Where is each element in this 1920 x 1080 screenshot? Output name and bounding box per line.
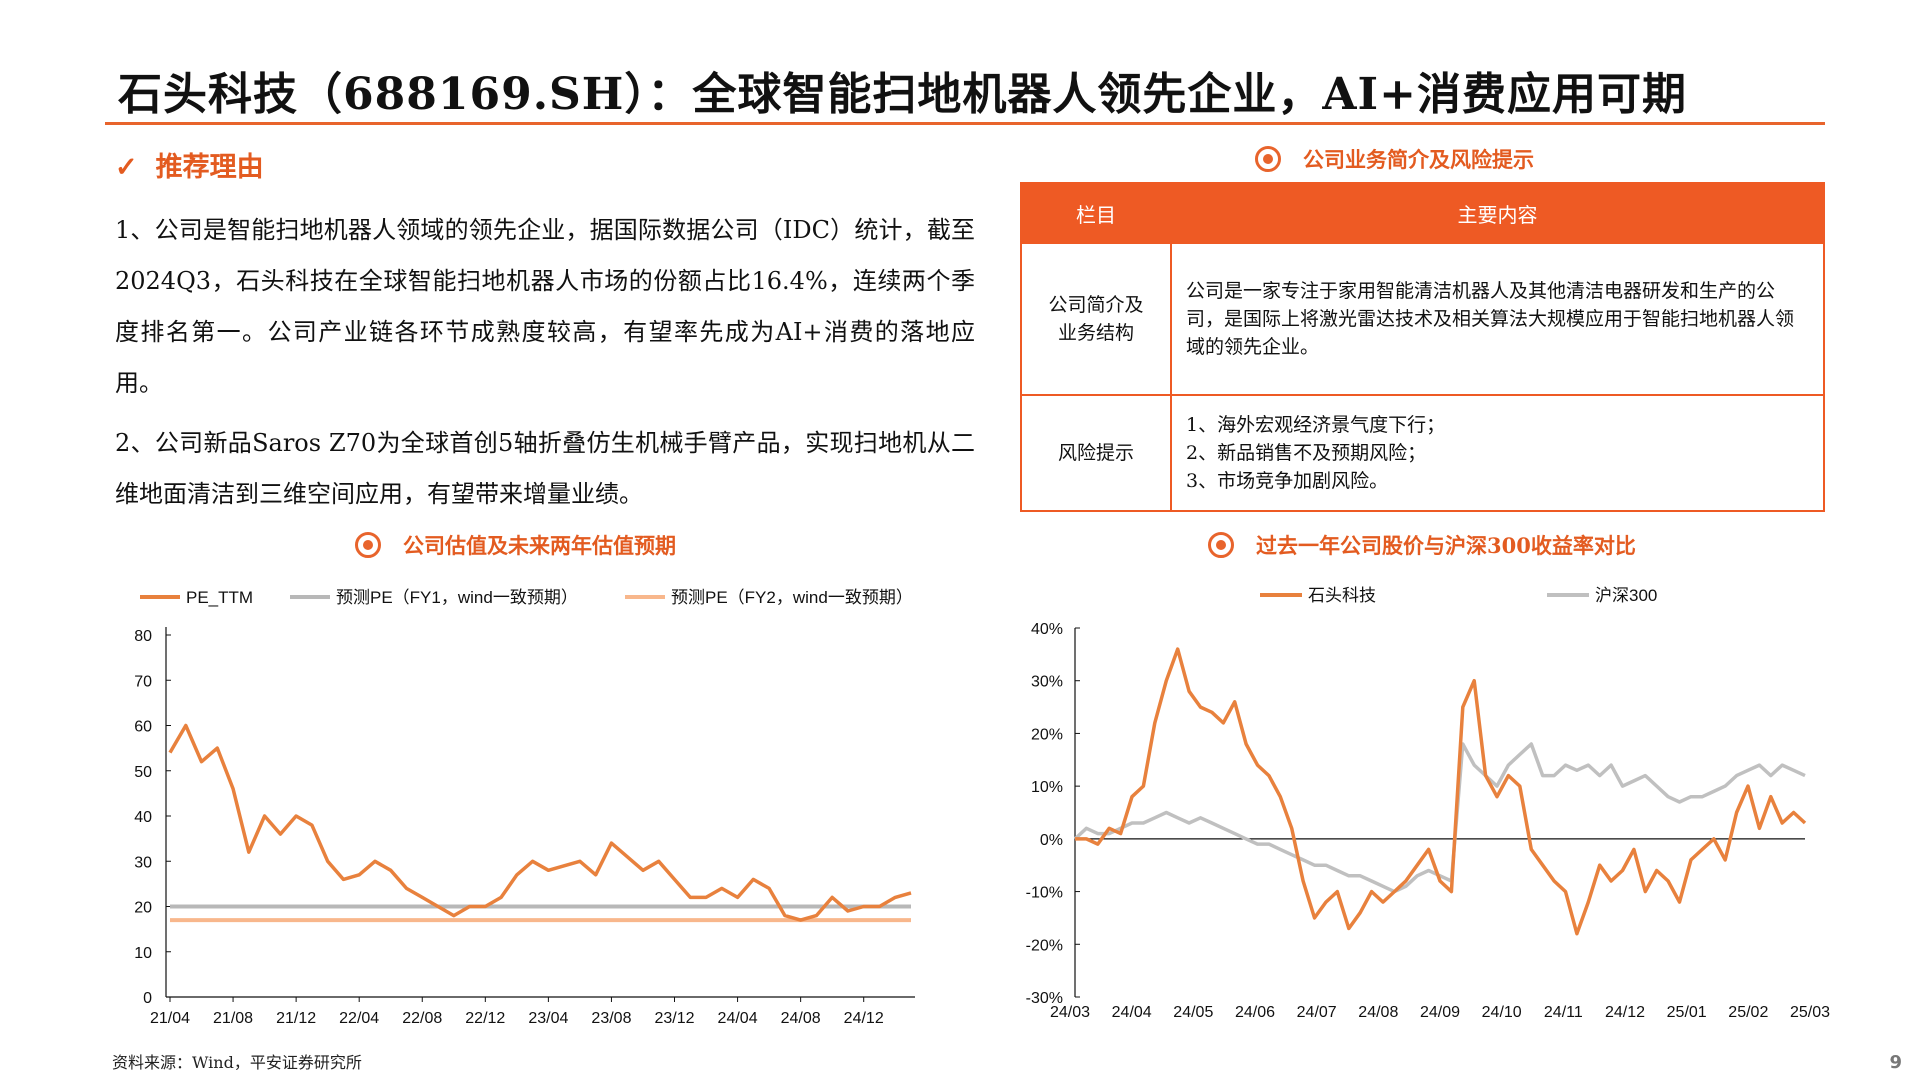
legend-label: 沪深300 bbox=[1595, 586, 1657, 605]
business-section-label: 公司业务简介及风险提示 bbox=[1303, 147, 1534, 172]
x-tick-label: 24/07 bbox=[1297, 1004, 1337, 1021]
risk-item-2: 2、新品销售不及预期风险； bbox=[1186, 442, 1427, 464]
legend-label: 石头科技 bbox=[1308, 586, 1376, 605]
x-tick-label: 24/12 bbox=[844, 1010, 884, 1027]
x-tick-label: 25/02 bbox=[1728, 1004, 1768, 1021]
reasons-heading: ✓ 推荐理由 bbox=[115, 145, 264, 184]
y-tick-label: 80 bbox=[134, 628, 152, 645]
price-chart: 石头科技 沪深300 40% 30% 20% 10% 0% -10% -20% -30% 24/03… bbox=[1010, 575, 1840, 1049]
y-tick-label: 0 bbox=[143, 990, 152, 1007]
target-bullet-icon bbox=[1255, 146, 1281, 172]
price-chart-svg: 石头科技 沪深300 40% 30% 20% 10% 0% -10% -20% -30%24/03… bbox=[1026, 586, 1830, 1021]
legend-label: 预测PE（FY1，wind一致预期） bbox=[336, 588, 578, 607]
row1-label: 公司简介及业务结构 bbox=[1020, 242, 1172, 396]
x-tick-label: 25/03 bbox=[1790, 1004, 1830, 1021]
x-tick-label: 22/04 bbox=[339, 1010, 379, 1027]
y-tick-label: 50 bbox=[134, 764, 152, 781]
x-tick-label: 23/04 bbox=[528, 1010, 568, 1027]
page-number: 9 bbox=[1889, 1052, 1902, 1073]
page-title: 石头科技（688169.SH）：全球智能扫地机器人领先企业，AI+消费应用可期 bbox=[118, 69, 1687, 120]
x-tick-label: 21/12 bbox=[276, 1010, 316, 1027]
y-tick-label: 20% bbox=[1031, 726, 1063, 743]
valuation-chart: PE_TTM 预测PE（FY1，wind一致预期） 预测PE（FY2，wind一致预… bbox=[100, 575, 930, 1049]
valuation-section-label: 公司估值及未来两年估值预期 bbox=[403, 533, 676, 558]
series-line-pe-ttm bbox=[168, 723, 912, 922]
x-tick-label: 23/08 bbox=[591, 1010, 631, 1027]
reasons-heading-label: 推荐理由 bbox=[155, 152, 264, 183]
x-tick-label: 24/04 bbox=[1112, 1004, 1152, 1021]
x-tick-label: 23/12 bbox=[654, 1010, 694, 1027]
y-tick-label: 40% bbox=[1031, 621, 1063, 638]
price-section-label: 过去一年公司股价与沪深300收益率对比 bbox=[1256, 533, 1636, 558]
col2-header: 主要内容 bbox=[1170, 182, 1825, 244]
x-tick-label: 21/04 bbox=[150, 1010, 190, 1027]
col1-header: 栏目 bbox=[1020, 182, 1172, 244]
target-bullet-icon bbox=[1208, 532, 1234, 558]
valuation-section-title: 公司估值及未来两年估值预期 bbox=[355, 530, 676, 560]
check-icon: ✓ bbox=[115, 152, 138, 183]
y-tick-label: 30 bbox=[134, 854, 152, 871]
risk-item-3: 3、市场竞争加剧风险。 bbox=[1186, 470, 1389, 492]
table-header-row: 栏目 主要内容 bbox=[1020, 182, 1825, 244]
x-tick-label: 24/12 bbox=[1605, 1004, 1645, 1021]
y-tick-label: 20 bbox=[134, 900, 152, 917]
valuation-chart-svg: PE_TTM 预测PE（FY1，wind一致预期） 预测PE（FY2，wind一致预… bbox=[134, 588, 915, 1027]
series-line-hs300 bbox=[1073, 742, 1806, 894]
y-tick-label: 30% bbox=[1031, 674, 1063, 691]
x-tick-label: 22/08 bbox=[402, 1010, 442, 1027]
x-tick-label: 24/08 bbox=[1358, 1004, 1398, 1021]
y-tick-label: 10 bbox=[134, 945, 152, 962]
row1-content: 公司是一家专注于家用智能清洁机器人及其他清洁电器研发和生产的公司，是国际上将激光… bbox=[1170, 242, 1825, 396]
x-tick-label: 21/08 bbox=[213, 1010, 253, 1027]
business-section-title: 公司业务简介及风险提示 bbox=[1255, 144, 1534, 174]
x-tick-label: 24/05 bbox=[1173, 1004, 1213, 1021]
y-tick-label: -30% bbox=[1026, 990, 1063, 1007]
x-tick-label: 24/09 bbox=[1420, 1004, 1460, 1021]
table-row: 公司简介及业务结构 公司是一家专注于家用智能清洁机器人及其他清洁电器研发和生产的… bbox=[1020, 242, 1825, 396]
row2-content: 1、海外宏观经济景气度下行； 2、新品销售不及预期风险； 3、市场竞争加剧风险。 bbox=[1170, 394, 1825, 512]
x-tick-label: 24/06 bbox=[1235, 1004, 1275, 1021]
x-tick-label: 22/12 bbox=[465, 1010, 505, 1027]
y-tick-label: -20% bbox=[1026, 937, 1063, 954]
x-tick-label: 24/04 bbox=[718, 1010, 758, 1027]
y-tick-label: 60 bbox=[134, 719, 152, 736]
x-tick-label: 24/11 bbox=[1544, 1004, 1583, 1021]
y-tick-label: -10% bbox=[1026, 885, 1063, 902]
table-row: 风险提示 1、海外宏观经济景气度下行； 2、新品销售不及预期风险； 3、市场竞争… bbox=[1020, 394, 1825, 512]
x-tick-label: 24/08 bbox=[781, 1010, 821, 1027]
x-tick-label: 24/10 bbox=[1482, 1004, 1522, 1021]
row2-label: 风险提示 bbox=[1020, 394, 1172, 512]
source-note: 资料来源：Wind，平安证券研究所 bbox=[112, 1053, 362, 1072]
risk-item-1: 1、海外宏观经济景气度下行； bbox=[1186, 414, 1446, 436]
series-line-shitou bbox=[1075, 647, 1807, 936]
legend-label: PE_TTM bbox=[186, 588, 253, 607]
y-tick-label: 10% bbox=[1031, 779, 1063, 796]
reason-paragraph-1: 1、公司是智能扫地机器人领域的领先企业，据国际数据公司（IDC）统计，截至202… bbox=[115, 216, 975, 397]
price-section-title: 过去一年公司股价与沪深300收益率对比 bbox=[1208, 530, 1636, 560]
title-divider bbox=[105, 122, 1825, 125]
y-tick-label: 40 bbox=[134, 809, 152, 826]
y-tick-label: 0% bbox=[1040, 832, 1063, 849]
y-tick-label: 70 bbox=[134, 673, 152, 690]
legend-label: 预测PE（FY2，wind一致预期） bbox=[671, 588, 913, 607]
x-tick-label: 24/03 bbox=[1050, 1004, 1090, 1021]
target-bullet-icon bbox=[355, 532, 381, 558]
business-table: 栏目 主要内容 公司简介及业务结构 公司是一家专注于家用智能清洁机器人及其他清洁… bbox=[1020, 182, 1825, 512]
x-tick-label: 25/01 bbox=[1667, 1004, 1707, 1021]
reason-paragraph-2: 2、公司新品Saros Z70为全球首创5轴折叠仿生机械手臂产品，实现扫地机从二… bbox=[115, 429, 975, 508]
